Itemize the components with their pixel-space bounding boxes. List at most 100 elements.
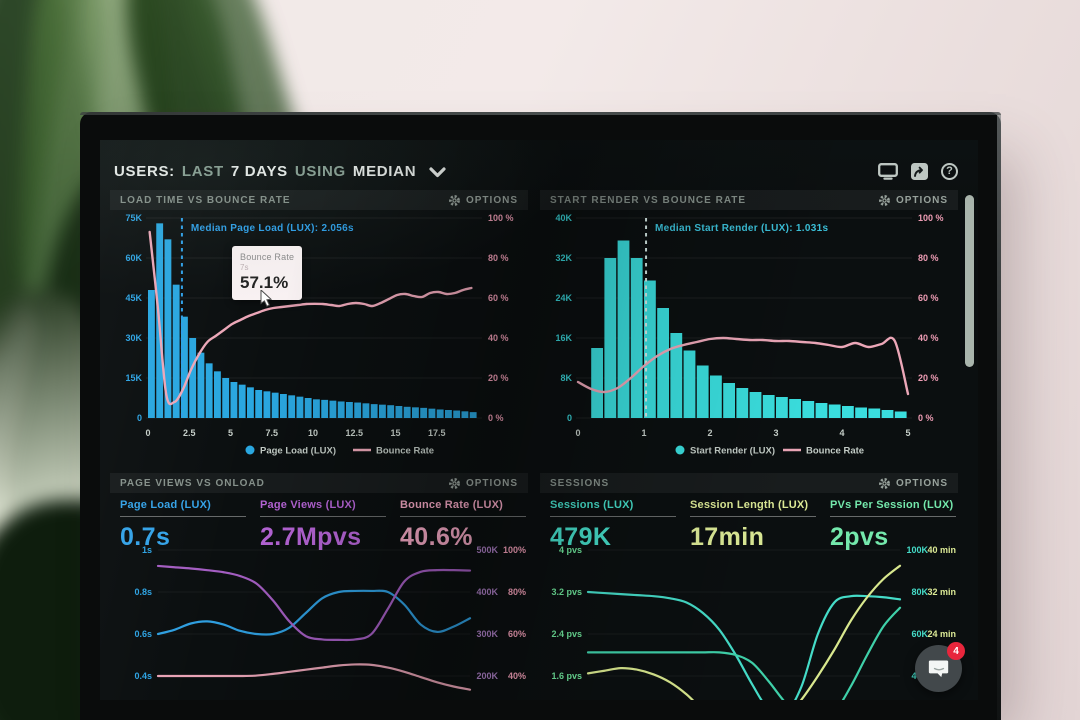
stat-underline	[830, 516, 956, 517]
panel-header: LOAD TIME VS BOUNCE RATE OPTIONS	[110, 190, 528, 210]
display-icon[interactable]	[878, 162, 898, 180]
svg-text:60K: 60K	[911, 629, 928, 639]
gear-icon	[879, 194, 890, 206]
page-views-chart-canvas[interactable]: 1s 500K 100% 0.8s 400K 80% 0.6s 300K 60% 0.4s 200K…	[110, 473, 528, 700]
legend: Page Load (LUX) Bounce Rate	[245, 445, 434, 457]
panel-title: PAGE VIEWS VS ONLOAD	[120, 477, 265, 489]
svg-text:0.6s: 0.6s	[134, 629, 152, 639]
svg-text:60 %: 60 %	[918, 293, 939, 303]
users-range-dropdown[interactable]: USERS: LAST 7 DAYS USING MEDIAN	[114, 163, 446, 180]
chat-widget-button[interactable]: 4	[915, 642, 965, 692]
x-axis: 0 1 2 3 4 5	[575, 428, 910, 438]
options-button[interactable]: OPTIONS	[448, 194, 518, 207]
svg-text:17.5: 17.5	[428, 428, 446, 438]
help-icon[interactable]: ?	[941, 162, 958, 180]
legend: Start Render (LUX) Bounce Rate	[675, 445, 864, 457]
svg-text:Bounce Rate: Bounce Rate	[376, 446, 434, 457]
stat-value: 40.6%	[400, 523, 473, 551]
options-button[interactable]: OPTIONS	[878, 477, 948, 490]
bars-series	[148, 223, 477, 418]
x-axis: 0 2.5 5 7.5 10 12.5 15 17.5	[145, 428, 445, 438]
svg-text:40K: 40K	[555, 213, 572, 223]
series-line	[156, 663, 472, 691]
svg-text:0: 0	[145, 428, 150, 438]
stat-pvs-per-session: PVs Per Session (LUX) 2pvs	[830, 499, 964, 552]
svg-text:16K: 16K	[555, 333, 572, 343]
svg-text:5: 5	[228, 428, 233, 438]
panel-header: SESSIONS OPTIONS	[540, 473, 958, 493]
stat-page-views: Page Views (LUX) 2.7Mpvs	[260, 499, 394, 552]
median-annotation: Median Start Render (LUX): 1.031s	[645, 218, 828, 418]
start-render-chart-canvas[interactable]: 40K 100 % 32K 80 % 24K 60 % 16K 40 % 8K 20 % 0 0 % M…	[540, 190, 958, 460]
svg-text:40 %: 40 %	[918, 333, 939, 343]
panel-title: LOAD TIME VS BOUNCE RATE	[120, 194, 291, 206]
header-median-label: MEDIAN	[352, 162, 417, 180]
mouse-cursor-icon	[260, 290, 273, 307]
svg-text:45K: 45K	[125, 293, 142, 303]
gear-icon	[449, 194, 460, 206]
chevron-down-icon[interactable]	[429, 166, 446, 178]
help-glyph: ?	[946, 164, 953, 177]
series-line	[156, 589, 472, 636]
panel-header: PAGE VIEWS VS ONLOAD OPTIONS	[110, 473, 528, 493]
header-last-label: LAST	[181, 162, 224, 180]
svg-text:2.4 pvs: 2.4 pvs	[551, 629, 582, 639]
page-scrollbar[interactable]	[965, 195, 974, 367]
svg-text:40 %: 40 %	[488, 333, 509, 343]
svg-text:15K: 15K	[125, 373, 142, 383]
stat-underline	[120, 516, 246, 517]
svg-text:0 %: 0 %	[918, 413, 934, 423]
options-button[interactable]: OPTIONS	[878, 194, 948, 207]
svg-text:3.2 pvs: 3.2 pvs	[551, 587, 582, 597]
panel-sessions: SESSIONS OPTIONS Sessions (LUX) 479K Ses…	[540, 473, 958, 700]
load-time-chart-canvas[interactable]: 75K 100 % 60K 80 % 45K 60 % 30K 40 % 15K 20 % 0 0 %…	[110, 190, 528, 460]
svg-text:2.5: 2.5	[183, 428, 196, 438]
stat-value: 17min	[690, 523, 765, 551]
svg-text:3: 3	[773, 428, 778, 438]
svg-text:0.8s: 0.8s	[134, 587, 152, 597]
svg-text:32K: 32K	[555, 253, 572, 263]
svg-text:500K: 500K	[476, 545, 498, 555]
stat-page-load: Page Load (LUX) 0.7s	[120, 499, 254, 552]
panel-title: SESSIONS	[550, 477, 610, 489]
bounce-rate-line	[576, 336, 910, 396]
options-button[interactable]: OPTIONS	[448, 477, 518, 490]
chart-svg: 75K 100 % 60K 80 % 45K 60 % 30K 40 % 15K 20 % 0 0 %…	[125, 213, 514, 457]
series-line	[586, 590, 902, 700]
stat-bounce-rate: Bounce Rate (LUX) 40.6%	[400, 499, 534, 552]
svg-text:0: 0	[575, 428, 580, 438]
chart-svg: 40K 100 % 32K 80 % 24K 60 % 16K 40 % 8K 20 % 0 0 % M…	[555, 213, 943, 457]
svg-text:75K: 75K	[125, 213, 142, 223]
stat-label: Sessions (LUX)	[550, 499, 634, 511]
panel-header: START RENDER VS BOUNCE RATE OPTIONS	[540, 190, 958, 210]
svg-text:400K: 400K	[476, 587, 498, 597]
chart-svg: 1s 500K 100% 0.8s 400K 80% 0.6s 300K 60% 0.4s 200K…	[134, 545, 526, 691]
series-line	[586, 564, 902, 700]
svg-text:0 %: 0 %	[488, 413, 504, 423]
svg-text:80K: 80K	[911, 587, 928, 597]
svg-text:Bounce Rate: Bounce Rate	[806, 446, 864, 457]
series-line	[586, 606, 902, 700]
svg-text:15: 15	[390, 428, 400, 438]
tooltip-x-value: 7s	[240, 263, 249, 272]
svg-text:5: 5	[905, 428, 910, 438]
tooltip-value: 57.1%	[240, 273, 289, 292]
laptop: USERS: LAST 7 DAYS USING MEDIAN	[80, 112, 1001, 720]
svg-text:1s: 1s	[142, 545, 152, 555]
median-annotation: Median Page Load (LUX): 2.056s	[180, 218, 354, 418]
share-icon[interactable]	[911, 162, 928, 180]
chat-notification-badge: 4	[947, 642, 965, 660]
svg-text:0: 0	[137, 413, 142, 423]
panel-load-time-vs-bounce-rate: LOAD TIME VS BOUNCE RATE OPTIONS 75K 100 …	[110, 190, 528, 460]
svg-text:30K: 30K	[125, 333, 142, 343]
panel-start-render-vs-bounce-rate: START RENDER VS BOUNCE RATE OPTIONS 40K 1…	[540, 190, 958, 460]
stat-underline	[260, 516, 386, 517]
gear-icon	[449, 477, 460, 489]
svg-text:8K: 8K	[560, 373, 572, 383]
stat-underline	[550, 516, 676, 517]
svg-text:0.4s: 0.4s	[134, 671, 152, 681]
gear-icon	[879, 477, 890, 489]
svg-text:40 min: 40 min	[927, 545, 956, 555]
svg-text:100 %: 100 %	[488, 213, 514, 223]
svg-text:60 %: 60 %	[488, 293, 509, 303]
